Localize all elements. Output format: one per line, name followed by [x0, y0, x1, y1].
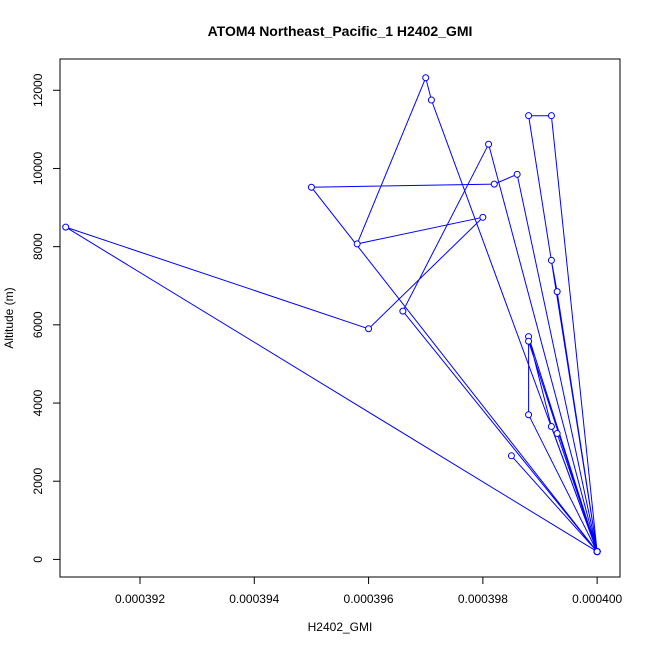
y-axis-label: Altitude (m) [2, 287, 16, 348]
y-tick-label: 8000 [31, 233, 45, 260]
data-point [525, 112, 533, 120]
data-point [507, 452, 515, 460]
data-point [553, 288, 561, 296]
data-point [547, 112, 555, 120]
data-point [427, 96, 435, 104]
data-point [525, 411, 533, 419]
x-tick-label: 0.000398 [458, 592, 508, 606]
data-point [307, 183, 315, 191]
data-point [485, 140, 493, 148]
y-tick-label: 6000 [31, 311, 45, 338]
x-axis-label: H2402_GMI [308, 620, 373, 634]
y-tick-label: 0 [31, 556, 45, 563]
x-tick-label: 0.000394 [229, 592, 279, 606]
y-axis: 0 2000 4000 6000 8000 10000 12000 [31, 73, 60, 563]
data-point [353, 240, 361, 248]
data-point [490, 180, 498, 188]
data-point [422, 74, 430, 82]
data-point [547, 256, 555, 264]
data-point [62, 223, 70, 231]
data-point [365, 325, 373, 333]
x-axis: 0.000392 0.000394 0.000396 0.000398 0.000400 [115, 577, 622, 606]
data-point [513, 170, 521, 178]
y-tick-label: 10000 [31, 151, 45, 185]
y-tick-label: 2000 [31, 468, 45, 495]
data-point [553, 430, 561, 438]
data-point [547, 422, 555, 430]
plot-frame [59, 58, 621, 578]
chart-title: ATOM4 Northeast_Pacific_1 H2402_GMI [208, 23, 473, 39]
x-tick-label: 0.000392 [115, 592, 165, 606]
y-tick-label: 12000 [31, 73, 45, 107]
x-tick-label: 0.000396 [344, 592, 394, 606]
series-line [65, 76, 598, 554]
y-tick-label: 4000 [31, 389, 45, 416]
data-point [525, 337, 533, 345]
series-layer [62, 74, 601, 556]
data-point [593, 548, 601, 556]
data-point [399, 307, 407, 315]
data-point [479, 213, 487, 221]
x-tick-label: 0.000400 [572, 592, 622, 606]
